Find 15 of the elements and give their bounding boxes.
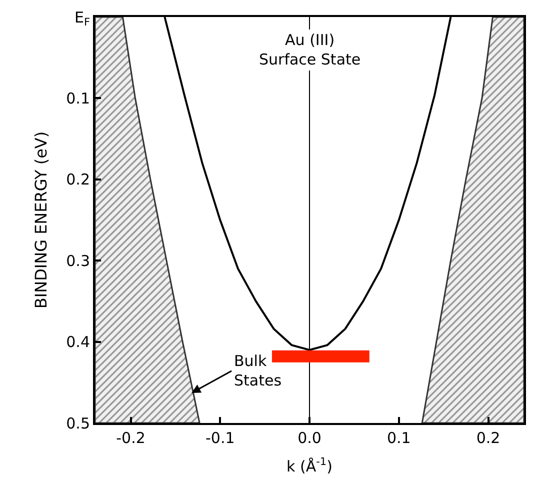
x-tick-label: -0.2 [116,429,146,447]
y-tick-label: 0.2 [66,170,90,189]
y-tick-label: 0.3 [66,252,90,270]
x-tick-label: 0.0 [298,429,322,447]
y-axis-title: BINDING ENERGY (eV) [32,131,51,309]
x-axis-title: k (Å$^{-1}$) [286,456,332,476]
x-tick-label: 0.2 [476,429,500,447]
y-tick-label: 0.1 [66,89,90,108]
x-tick-label: -0.1 [205,429,235,447]
y-tick-label: E$_{F}$ [74,8,90,28]
y-tick-label: 0.5 [66,414,90,432]
annotation: Au (III) Surface State [259,31,361,68]
annotation: Bulk States [234,352,282,390]
y-tick-label: 0.4 [66,333,90,352]
x-tick-label: 0.1 [386,429,411,447]
